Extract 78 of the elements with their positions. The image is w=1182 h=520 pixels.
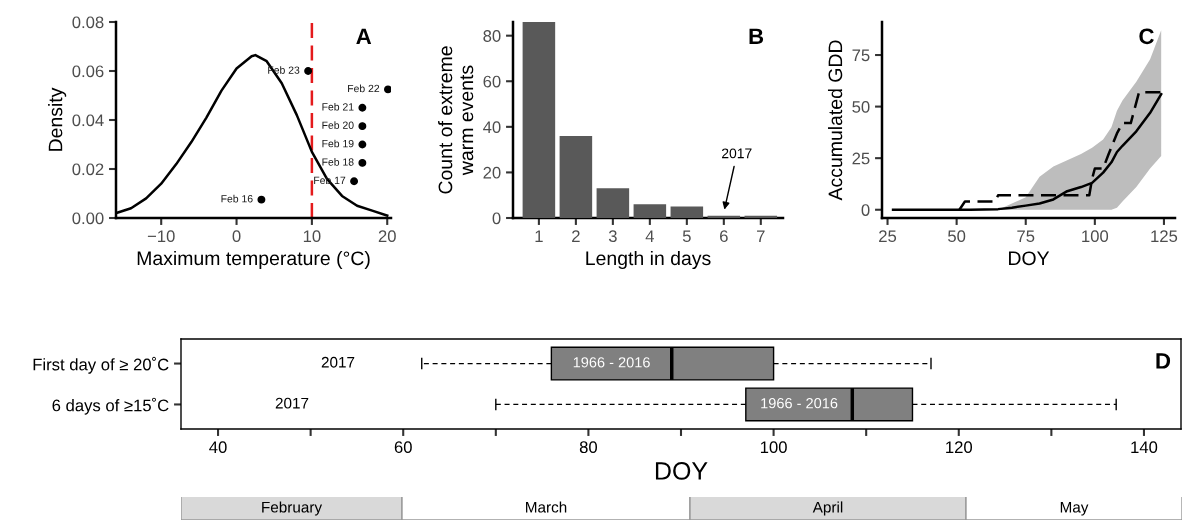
y-tick-label: 40 xyxy=(483,121,501,134)
y-axis-title: Accumulated GDD xyxy=(827,40,843,201)
point xyxy=(257,195,266,204)
x-tick-label: 20 xyxy=(378,230,396,243)
x-tick-label: 50 xyxy=(948,230,966,243)
y-tick-label: 0.08 xyxy=(72,16,104,29)
chart-title: B xyxy=(749,28,764,44)
y-tick-label: 20 xyxy=(483,166,501,179)
y-tick-label: 0.04 xyxy=(72,114,104,127)
text: February xyxy=(262,501,323,516)
x-axis-title: DOY xyxy=(1009,251,1050,266)
annotation: 2017 xyxy=(722,148,752,159)
text: March xyxy=(526,501,567,513)
y-tick-label: 60 xyxy=(483,75,501,88)
annotation: 2017 xyxy=(321,356,355,368)
annotation: Feb 21 xyxy=(322,102,354,111)
x-tick-label: 100 xyxy=(1082,230,1109,243)
point xyxy=(384,85,391,94)
y-tick-label: First day of ≥ 20˚C xyxy=(33,356,169,374)
x-tick-label: 25 xyxy=(879,230,897,243)
annotation: Feb 18 xyxy=(322,158,354,166)
point xyxy=(358,140,367,149)
point xyxy=(304,67,313,75)
x-axis-title: Length in days xyxy=(586,250,711,270)
y-tick-label: 6 days of ≥15˚C xyxy=(52,397,169,415)
x-tick-label: 75 xyxy=(1017,230,1035,243)
x-tick-label: 7 xyxy=(757,230,765,242)
x-tick-label: 40 xyxy=(209,441,227,454)
x-axis-title: DOY xyxy=(655,462,708,480)
bar xyxy=(522,22,556,218)
annotation: Feb 22 xyxy=(348,84,380,93)
y-axis-title: Count of extreme warm events xyxy=(438,46,474,194)
y-tick-label: 25 xyxy=(852,152,870,165)
y-axis-title: Density xyxy=(48,87,67,151)
bar xyxy=(559,135,593,218)
x-tick-label: 2 xyxy=(572,230,580,242)
bar xyxy=(596,188,630,218)
x-tick-label: 125 xyxy=(1151,230,1178,243)
x-tick-label: 60 xyxy=(394,441,412,454)
x-tick-label: −10 xyxy=(147,230,175,243)
y-tick-label: 0 xyxy=(861,204,870,216)
chart-title: C xyxy=(1139,28,1154,45)
point xyxy=(358,158,367,167)
annotation: Feb 20 xyxy=(322,121,354,129)
annotation: 1966 - 2016 xyxy=(761,398,838,409)
x-tick-label: 140 xyxy=(1131,441,1158,454)
x-tick-label: 4 xyxy=(645,230,654,242)
x-tick-label: 80 xyxy=(579,441,598,454)
x-tick-label: 6 xyxy=(720,230,728,243)
text: May xyxy=(1060,501,1089,516)
y-tick-label: 0.06 xyxy=(72,65,104,78)
y-tick-label: 50 xyxy=(852,100,870,113)
x-tick-label: 5 xyxy=(682,230,691,243)
chart-title: D xyxy=(1156,353,1171,369)
point xyxy=(358,103,367,112)
annotation: 1966 - 2016 xyxy=(573,357,650,368)
y-tick-label: 80 xyxy=(483,30,501,42)
line-series xyxy=(891,92,1163,211)
point xyxy=(358,122,367,131)
annotation: 2017 xyxy=(275,397,309,409)
bar xyxy=(670,206,704,218)
x-axis-title: Maximum temperature (°C) xyxy=(137,250,370,270)
y-tick-label: 75 xyxy=(852,49,870,62)
x-tick-label: 10 xyxy=(303,230,321,243)
y-tick-label: 0.00 xyxy=(72,212,104,225)
x-tick-label: 0 xyxy=(232,230,241,243)
point xyxy=(350,177,359,186)
y-tick-label: 0 xyxy=(492,212,501,225)
annotation: Feb 19 xyxy=(322,139,354,148)
y-tick-label: 0.02 xyxy=(72,163,104,176)
text: April xyxy=(812,501,843,516)
x-tick-label: 1 xyxy=(535,230,543,242)
x-tick-label: 3 xyxy=(608,230,617,243)
bar xyxy=(633,204,667,218)
x-tick-label: 120 xyxy=(946,441,973,454)
annotation: Feb 16 xyxy=(221,194,253,203)
x-tick-label: 100 xyxy=(760,441,787,454)
chart-title: A xyxy=(356,28,372,44)
